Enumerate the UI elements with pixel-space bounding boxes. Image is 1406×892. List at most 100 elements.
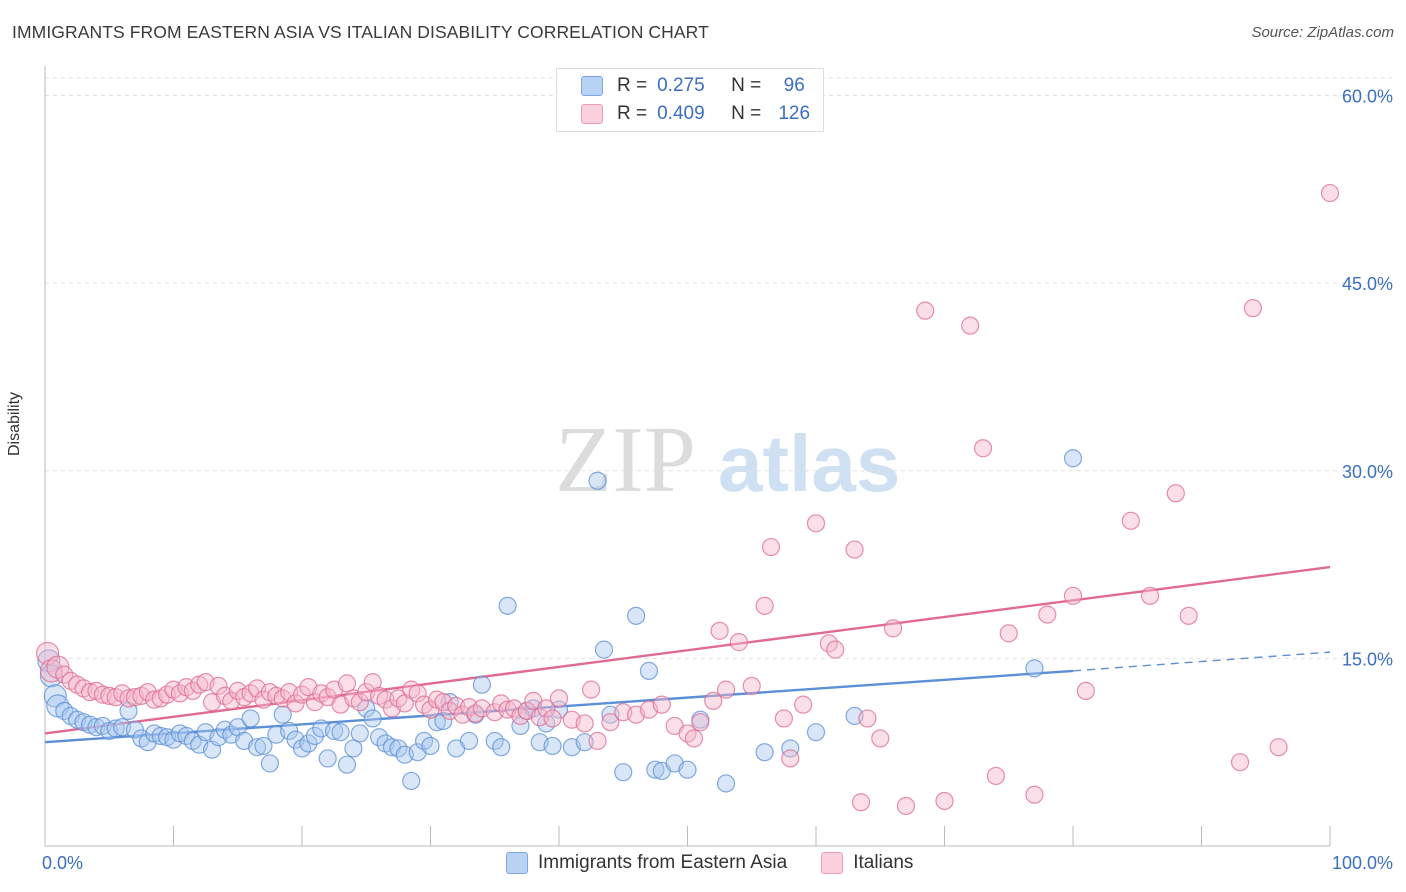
point-italians-121 xyxy=(1076,681,1095,700)
point-eastern-asia-33 xyxy=(241,709,260,728)
point-eastern-asia-84 xyxy=(614,763,633,782)
legend-n-value: 96 xyxy=(783,75,805,96)
point-eastern-asia-94 xyxy=(781,739,800,758)
point-eastern-asia-98 xyxy=(1063,449,1083,468)
legend-swatch-italians xyxy=(581,104,603,124)
trend-eastern-asia-extension xyxy=(1072,651,1331,672)
legend-label-eastern-asia: Immigrants from Eastern Asia xyxy=(538,852,788,873)
point-italians-125 xyxy=(1179,606,1198,625)
point-italians-109 xyxy=(871,729,890,748)
point-eastern-asia-42 xyxy=(299,734,318,753)
point-eastern-asia-90 xyxy=(678,760,697,779)
point-italians-129 xyxy=(1320,183,1340,203)
point-italians-119 xyxy=(1038,605,1057,624)
point-italians-65 xyxy=(453,705,472,724)
point-italians-88 xyxy=(652,695,671,714)
point-eastern-asia-82 xyxy=(594,640,614,659)
point-italians-120 xyxy=(1063,586,1083,605)
point-eastern-asia-35 xyxy=(254,736,273,756)
chart-title: IMMIGRANTS FROM EASTERN ASIA VS ITALIAN … xyxy=(12,22,709,42)
point-italians-84 xyxy=(601,713,620,732)
point-italians-94 xyxy=(710,621,729,640)
point-eastern-asia-92 xyxy=(716,774,736,793)
point-italians-82 xyxy=(582,680,601,699)
grid-lines xyxy=(45,77,1392,659)
point-eastern-asia-77 xyxy=(543,736,562,756)
point-italians-97 xyxy=(742,676,761,695)
point-eastern-asia-95 xyxy=(806,723,826,742)
point-italians-58 xyxy=(408,684,427,703)
point-eastern-asia-71 xyxy=(498,596,517,615)
legend-r-value: 0.409 xyxy=(657,103,705,124)
point-eastern-asia-49 xyxy=(344,739,363,758)
point-eastern-asia-43 xyxy=(305,726,324,746)
point-italians-95 xyxy=(716,680,736,699)
point-italians-105 xyxy=(826,640,845,659)
point-italians-92 xyxy=(691,713,710,732)
point-italians-117 xyxy=(999,624,1018,643)
tick-labels: 15.0% 30.0% 45.0% 60.0% 0.0% 100.0% xyxy=(42,87,1393,873)
point-eastern-asia-38 xyxy=(273,705,292,724)
point-eastern-asia-12 xyxy=(106,719,125,738)
point-italians-112 xyxy=(916,301,935,320)
point-eastern-asia-87 xyxy=(646,760,665,779)
point-italians-91 xyxy=(684,729,704,748)
point-eastern-asia-66 xyxy=(459,731,479,751)
point-eastern-asia-58 xyxy=(402,771,421,791)
y-tick-label-0: 15.0% xyxy=(1342,649,1393,669)
point-eastern-asia-80 xyxy=(575,733,594,752)
correlation-legend: R = 0.275 N = 96 R = 0.409 N = 126 xyxy=(556,68,824,132)
legend-r-value: 0.275 xyxy=(657,75,705,96)
point-italians-27 xyxy=(209,676,228,695)
point-italians-1 xyxy=(39,659,64,683)
point-italians-115 xyxy=(973,439,993,458)
point-eastern-asia-36 xyxy=(260,754,279,773)
point-eastern-asia-50 xyxy=(350,724,369,743)
point-italians-123 xyxy=(1140,586,1160,605)
legend-n-label: N = xyxy=(731,75,762,96)
point-italians-99 xyxy=(761,537,781,557)
point-italians-111 xyxy=(896,796,916,816)
series-legend: Immigrants from Eastern Asia Italians xyxy=(506,852,913,874)
point-eastern-asia-63 xyxy=(434,711,453,731)
point-italians-107 xyxy=(851,793,871,812)
point-eastern-asia-68 xyxy=(472,675,491,694)
legend-row-eastern-asia: R = 0.275 N = 96 xyxy=(581,75,817,97)
y-tick-label-2: 45.0% xyxy=(1342,274,1393,294)
y-tick-label-1: 30.0% xyxy=(1342,462,1393,482)
point-eastern-asia-86 xyxy=(639,661,659,680)
point-eastern-asia-46 xyxy=(325,721,344,741)
point-eastern-asia-85 xyxy=(626,606,646,625)
point-eastern-asia-47 xyxy=(331,723,350,742)
point-italians-126 xyxy=(1230,753,1250,772)
point-italians-113 xyxy=(935,791,954,811)
point-eastern-asia-2 xyxy=(43,684,67,708)
point-eastern-asia-72 xyxy=(511,716,530,736)
point-italians-98 xyxy=(755,596,774,615)
point-eastern-asia-45 xyxy=(318,749,337,768)
data-points xyxy=(35,183,1340,816)
trend-lines xyxy=(44,565,1331,744)
point-italians-49 xyxy=(350,693,369,712)
legend-label-italians: Italians xyxy=(853,852,914,873)
legend-n-label: N = xyxy=(731,103,762,124)
point-italians-93 xyxy=(704,691,723,711)
point-italians-108 xyxy=(858,709,877,728)
point-italians-47 xyxy=(337,674,357,693)
point-italians-77 xyxy=(537,699,556,718)
legend-swatch-eastern-asia xyxy=(581,76,603,96)
point-italians-114 xyxy=(961,316,980,335)
point-italians-110 xyxy=(883,619,903,638)
point-italians-78 xyxy=(543,709,562,728)
legend-swatch-italians xyxy=(821,852,844,874)
point-eastern-asia-70 xyxy=(492,738,511,757)
point-eastern-asia-34 xyxy=(247,738,267,757)
point-eastern-asia-81 xyxy=(588,471,607,490)
point-italians-106 xyxy=(845,540,864,559)
point-italians-83 xyxy=(588,731,607,751)
legend-r-label: R = xyxy=(617,103,648,124)
point-italians-118 xyxy=(1025,785,1044,804)
watermark-zip: ZIP xyxy=(555,408,696,512)
legend-row-italians: R = 0.409 N = 126 xyxy=(581,103,817,125)
point-italians-101 xyxy=(781,749,800,768)
